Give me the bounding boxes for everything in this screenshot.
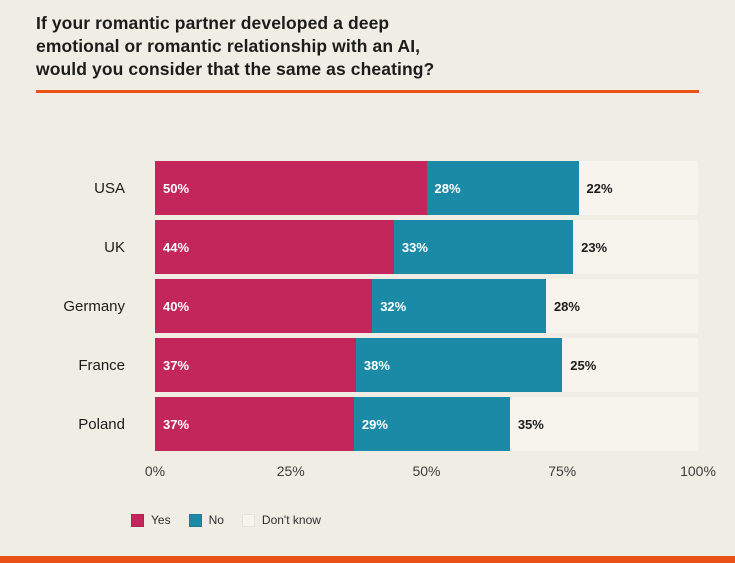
bar-value-label: 23% — [581, 239, 608, 255]
bar-value-label: 35% — [517, 416, 544, 432]
legend-label: Yes — [151, 513, 171, 527]
bar-segment-don-t-know: 25% — [562, 338, 698, 392]
bar-segment-yes: 40% — [155, 279, 373, 333]
stacked-bar: 50% 28% 22% — [155, 161, 698, 215]
bar-segment-yes: 37% — [155, 397, 354, 451]
chart-rows: USA 50% 28% 22% UK 44% 33% 23% Germany 40% 32% 28% F… — [36, 161, 698, 451]
stacked-bar: 37% 38% 25% — [155, 338, 698, 392]
chart-title: If your romantic partner developed a dee… — [36, 12, 699, 81]
bar-value-label: 29% — [361, 416, 388, 432]
bar-value-label: 22% — [586, 180, 613, 196]
bar-value-label: 37% — [163, 416, 190, 432]
legend-item-no: No — [188, 513, 224, 527]
bar-value-label: 37% — [163, 357, 190, 373]
stacked-bar: 37% 29% 35% — [155, 397, 698, 451]
bar-segment-no: 33% — [393, 220, 574, 274]
legend-item-yes: Yes — [131, 513, 171, 527]
axis-tick: 25% — [276, 463, 305, 479]
bar-segment-yes: 37% — [155, 338, 356, 392]
legend-label: No — [208, 513, 224, 527]
legend-swatch — [241, 513, 255, 527]
chart-row: UK 44% 33% 23% — [36, 220, 698, 274]
category-label-poland: Poland — [78, 415, 125, 433]
bar-value-label: 33% — [401, 239, 428, 255]
bar-segment-don-t-know: 35% — [509, 397, 698, 451]
bar-value-label: 38% — [363, 357, 390, 373]
bar-value-label: 28% — [553, 298, 580, 314]
x-axis: 0% 25% 50% 75% 100% — [145, 463, 716, 483]
legend-swatch — [188, 513, 202, 527]
legend-swatch — [131, 513, 144, 527]
chart-title-line: would you consider that the same as chea… — [36, 59, 435, 79]
chart-title-line: If your romantic partner developed a dee… — [36, 13, 390, 33]
bar-segment-no: 32% — [372, 279, 546, 333]
category-label-usa: USA — [94, 179, 125, 197]
bar-value-label: 50% — [163, 180, 190, 196]
bar-segment-no: 29% — [353, 397, 510, 451]
bar-segment-no: 28% — [426, 161, 579, 215]
bar-value-label: 32% — [380, 298, 407, 314]
bar-value-label: 25% — [570, 357, 597, 373]
bar-segment-yes: 50% — [155, 161, 427, 215]
bar-value-label: 44% — [163, 239, 190, 255]
legend: Yes No Don't know — [131, 513, 735, 527]
axis-tick: 50% — [412, 463, 441, 479]
bar-value-label: 40% — [163, 298, 190, 314]
chart-row: USA 50% 28% 22% — [36, 161, 698, 215]
bar-value-label: 28% — [434, 180, 461, 196]
bar-segment-don-t-know: 23% — [573, 220, 698, 274]
category-label-france: France — [78, 356, 125, 374]
chart-row: Poland 37% 29% 35% — [36, 397, 698, 451]
legend-item-don-t-know: Don't know — [241, 513, 321, 527]
category-label-germany: Germany — [63, 297, 125, 315]
bar-segment-don-t-know: 28% — [545, 279, 698, 333]
bar-segment-don-t-know: 22% — [578, 161, 698, 215]
chart-row: France 37% 38% 25% — [36, 338, 698, 392]
axis-tick: 75% — [548, 463, 577, 479]
bottom-accent-bar — [0, 556, 735, 563]
bar-segment-no: 38% — [355, 338, 563, 392]
bar-segment-yes: 44% — [155, 220, 394, 274]
stacked-bar-chart: USA 50% 28% 22% UK 44% 33% 23% Germany 40% 32% 28% F… — [36, 161, 716, 483]
stacked-bar: 44% 33% 23% — [155, 220, 698, 274]
stacked-bar: 40% 32% 28% — [155, 279, 698, 333]
axis-tick: 0% — [144, 463, 166, 479]
title-divider-rule — [36, 90, 699, 93]
axis-tick: 100% — [680, 463, 716, 479]
chart-title-line: emotional or romantic relationship with … — [36, 36, 421, 56]
legend-label: Don't know — [261, 513, 321, 527]
chart-row: Germany 40% 32% 28% — [36, 279, 698, 333]
category-label-uk: UK — [104, 238, 125, 256]
